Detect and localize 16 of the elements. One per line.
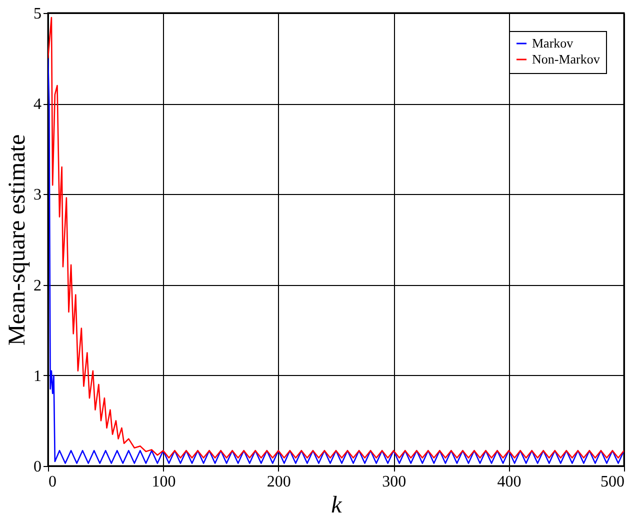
y-tick-label: 3 <box>34 186 42 204</box>
y-axis-title: Mean-square estimate <box>4 134 30 346</box>
y-tick-label: 4 <box>34 96 42 114</box>
y-tick-label: 1 <box>34 368 42 385</box>
legend-label: Non-Markov <box>532 52 600 66</box>
x-tick-label: 200 <box>266 474 291 490</box>
y-tick-label: 5 <box>34 6 42 22</box>
y-tick-label: 0 <box>34 458 42 476</box>
x-tick-label: 500 <box>600 474 624 490</box>
legend-label: Markov <box>532 36 574 50</box>
y-tick-label: 2 <box>34 277 42 294</box>
x-tick-label: 100 <box>152 474 176 490</box>
x-tick-label: 400 <box>497 474 522 490</box>
x-tick-label: 0 <box>48 474 56 490</box>
x-tick-label: 300 <box>382 474 406 490</box>
x-axis-title: k <box>331 492 342 518</box>
